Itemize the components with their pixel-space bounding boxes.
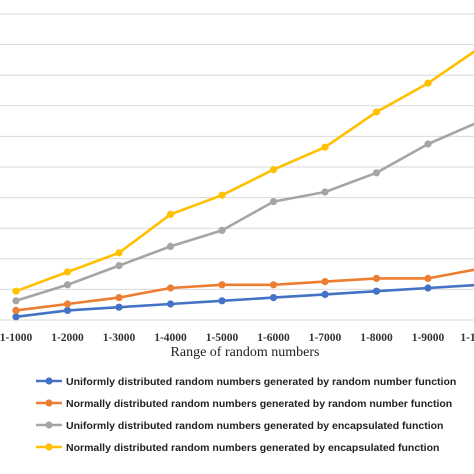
data-point xyxy=(424,79,432,87)
legend-label: Normally distributed random numbers gene… xyxy=(66,398,452,410)
data-point xyxy=(372,169,381,177)
data-point xyxy=(115,262,123,270)
x-tick-label: 1-2000 xyxy=(51,332,84,344)
x-tick-label: 1-1000 xyxy=(0,332,33,344)
x-tick-label: 1-10000 xyxy=(460,332,474,344)
data-point xyxy=(166,284,175,292)
gridlines xyxy=(0,13,474,321)
series-2 xyxy=(12,268,474,314)
x-tick-label: 1-6000 xyxy=(257,332,290,344)
data-point xyxy=(269,198,278,206)
x-axis-title: Range of random numbers xyxy=(171,345,320,360)
series-line xyxy=(15,50,474,293)
data-point xyxy=(218,297,226,305)
series-3 xyxy=(12,122,474,305)
legend-label: Uniformly distributed random numbers gen… xyxy=(66,376,456,388)
legend-swatch-marker xyxy=(45,399,53,407)
data-point xyxy=(372,287,381,295)
data-point xyxy=(115,294,123,302)
series-line xyxy=(15,283,474,319)
data-point xyxy=(321,143,329,151)
legend: Uniformly distributed random numbers gen… xyxy=(36,376,456,454)
data-point xyxy=(12,313,20,321)
x-tick-label: 1-5000 xyxy=(206,332,239,344)
data-point xyxy=(63,300,72,308)
data-point xyxy=(115,249,123,257)
data-point xyxy=(269,166,278,174)
x-tick-label: 1-3000 xyxy=(103,332,136,344)
legend-item: Uniformly distributed random numbers gen… xyxy=(36,420,443,432)
legend-item: Uniformly distributed random numbers gen… xyxy=(36,376,456,388)
data-point xyxy=(424,140,432,148)
x-tick-label: 1-9000 xyxy=(412,332,445,344)
series-lines xyxy=(12,50,474,321)
legend-label: Normally distributed random numbers gene… xyxy=(66,442,439,454)
data-point xyxy=(115,303,123,311)
series-line xyxy=(15,122,474,303)
x-tick-label: 1-7000 xyxy=(309,332,342,344)
data-point xyxy=(166,210,175,218)
data-point xyxy=(424,274,432,282)
series-line xyxy=(15,268,474,312)
data-point xyxy=(12,287,20,295)
data-point xyxy=(12,306,20,314)
data-point xyxy=(63,281,72,289)
data-point xyxy=(424,284,432,292)
series-1 xyxy=(12,283,474,321)
data-point xyxy=(321,278,329,286)
x-tick-labels: 1-1000 1-2000 1-3000 1-4000 1-5000 1-6000 1-70… xyxy=(0,332,474,344)
data-point xyxy=(321,188,329,196)
x-tick-label: 1-8000 xyxy=(360,332,393,344)
legend-label: Uniformly distributed random numbers gen… xyxy=(66,420,443,432)
legend-swatch-marker xyxy=(45,377,53,385)
series-4 xyxy=(12,50,474,295)
data-point xyxy=(166,242,175,250)
data-point xyxy=(372,108,381,116)
data-point xyxy=(269,294,278,302)
data-point xyxy=(372,274,381,282)
data-point xyxy=(12,297,20,305)
data-point xyxy=(166,300,175,308)
legend-swatch-marker xyxy=(45,443,53,451)
data-point xyxy=(63,306,72,314)
legend-item: Normally distributed random numbers gene… xyxy=(36,398,452,410)
legend-item: Normally distributed random numbers gene… xyxy=(36,442,439,454)
legend-swatch-marker xyxy=(45,421,53,429)
data-point xyxy=(63,268,72,276)
data-point xyxy=(218,226,226,234)
data-point xyxy=(218,191,226,199)
data-point xyxy=(218,281,226,289)
data-point xyxy=(269,281,278,289)
x-tick-label: 1-4000 xyxy=(154,332,187,344)
data-point xyxy=(321,290,329,298)
